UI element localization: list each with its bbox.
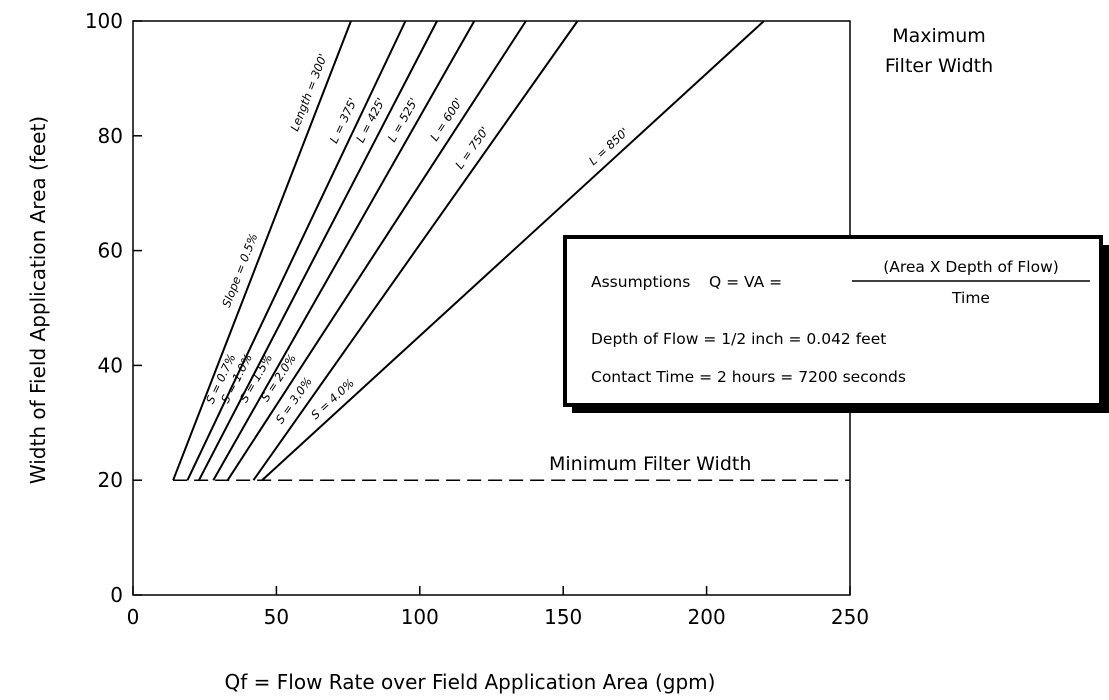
y-tick-label: 40 [98,353,123,377]
series-line [252,20,579,481]
series-length-label: L = 525' [385,95,421,144]
assumptions-box: Assumptions Q = VA = (Area X Depth of Fl… [563,235,1109,413]
y-tick-label: 20 [98,468,123,492]
assumptions-lead: Assumptions [591,273,690,291]
series-line [226,20,527,481]
maximum-width-label-line2: Filter Width [885,55,993,77]
maximum-width-label-line1: Maximum [892,25,986,47]
x-tick-label: 250 [831,605,869,629]
series-length-label: L = 600' [427,95,465,143]
y-tick-label: 0 [110,583,123,607]
assumptions-formula: Q = VA = [709,273,782,291]
y-axis-ticks: 0 20 40 60 80 100 [85,9,142,607]
assumptions-contact: Contact Time = 2 hours = 7200 seconds [591,368,906,386]
assumptions-depth: Depth of Flow = 1/2 inch = 0.042 feet [591,330,886,348]
minimum-width-label: Minimum Filter Width [549,453,751,475]
x-tick-label: 0 [127,605,140,629]
x-tick-label: 50 [264,605,289,629]
x-tick-label: 100 [401,605,439,629]
x-tick-label: 150 [544,605,582,629]
y-axis-title: Width of Field Application Area (feet) [26,116,50,484]
series-line [186,20,407,481]
series-line [198,20,438,481]
series-length-label: L = 750' [452,124,491,172]
series-line [172,20,352,481]
y-tick-label: 60 [98,239,123,263]
y-tick-label: 80 [98,124,123,148]
x-axis-ticks: 0 50 100 150 200 250 [127,586,869,629]
assumptions-denominator: Time [951,289,990,307]
x-axis-title: Qf = Flow Rate over Field Application Ar… [225,670,716,694]
series-line [212,20,476,481]
assumptions-numerator: (Area X Depth of Flow) [883,258,1059,276]
assumptions-box-frame [563,235,1103,407]
y-tick-label: 100 [85,9,123,33]
x-tick-label: 200 [688,605,726,629]
series-length-label: L = 850' [586,125,631,168]
series-line [261,20,765,481]
